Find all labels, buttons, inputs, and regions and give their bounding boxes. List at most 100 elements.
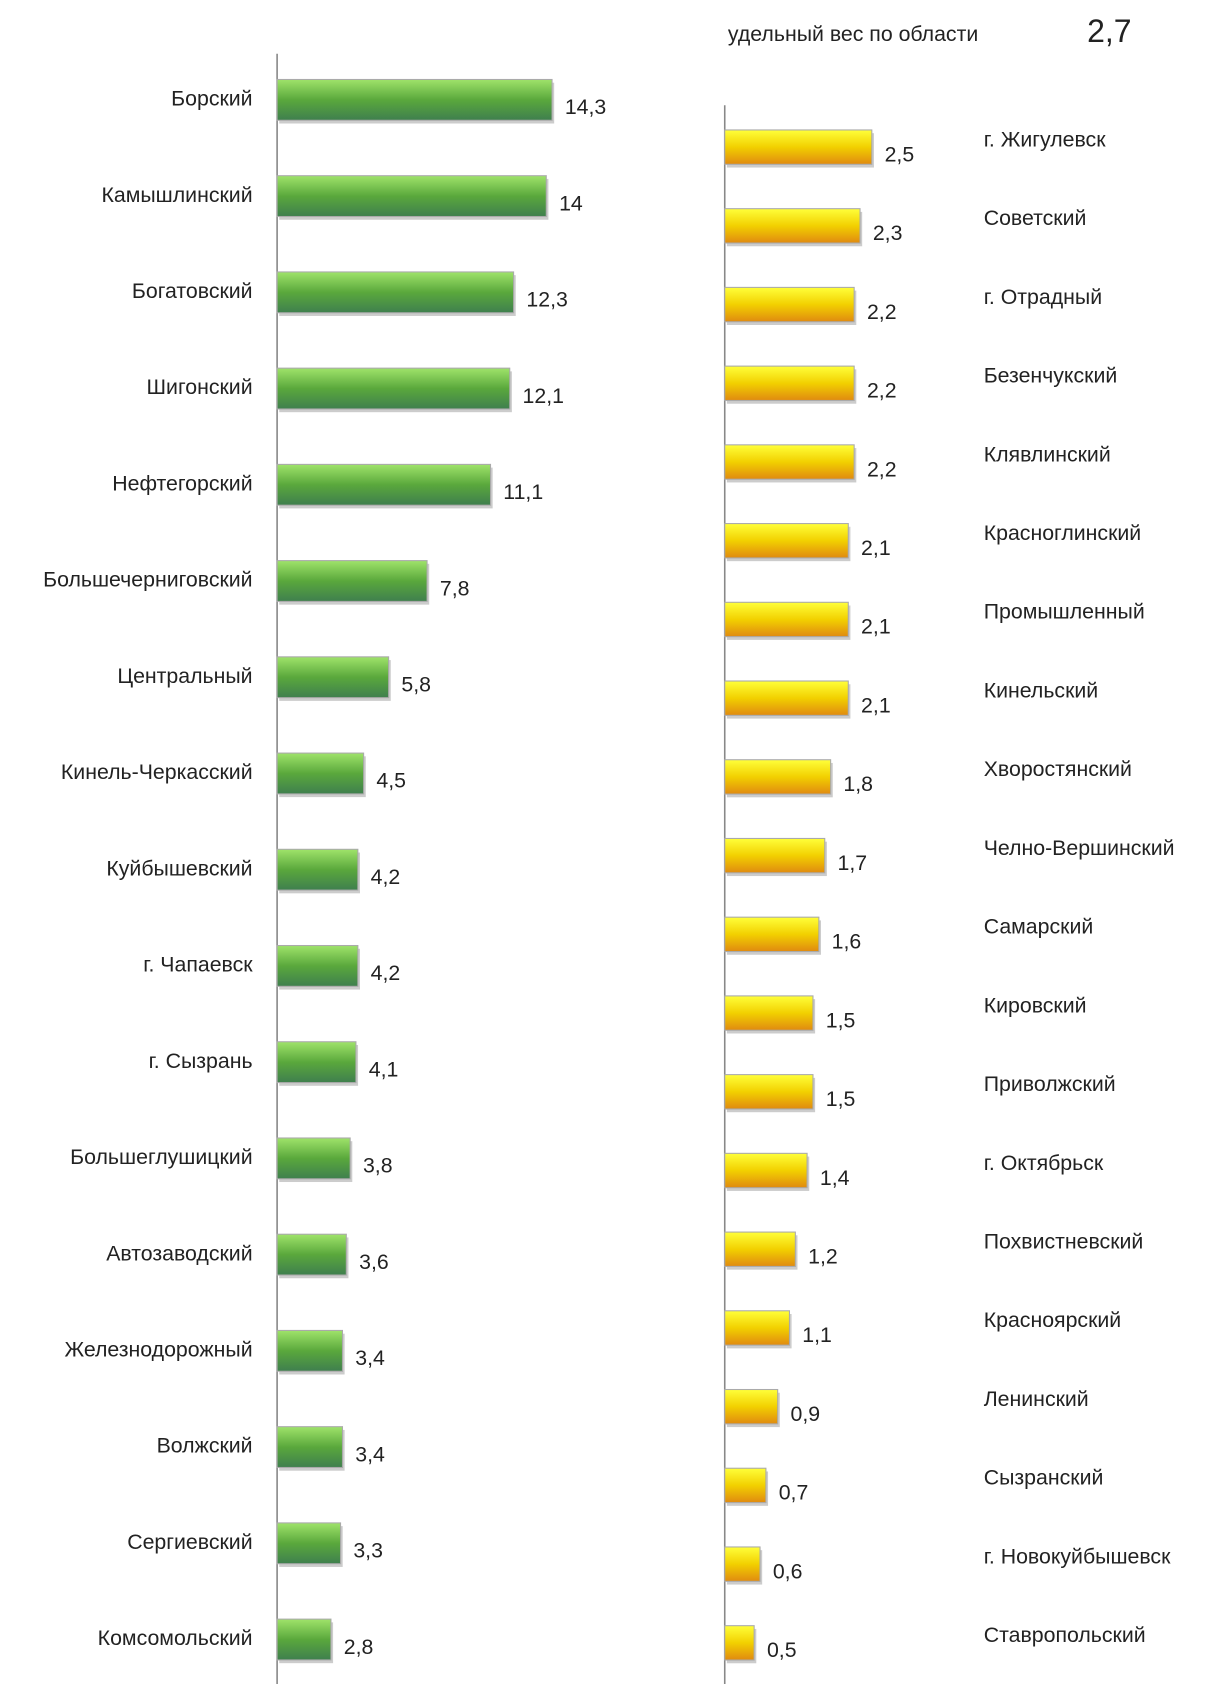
category-label: Комсомольский	[98, 1626, 253, 1650]
value-label: 4,2	[371, 865, 401, 889]
value-label: 1,8	[843, 772, 873, 796]
bar	[724, 1388, 779, 1425]
category-label: Сызранский	[984, 1466, 1104, 1490]
category-label: Промышленный	[984, 600, 1145, 624]
bar	[724, 365, 855, 402]
value-label: 1,4	[820, 1166, 850, 1190]
category-label: Большечерниговский	[43, 568, 252, 592]
category-label: Борский	[171, 86, 252, 110]
value-label: 2,1	[861, 536, 891, 560]
bar	[724, 995, 814, 1031]
value-label: 3,8	[363, 1154, 393, 1178]
value-label: 14	[559, 191, 583, 215]
category-label: Центральный	[117, 664, 252, 688]
bar	[276, 560, 428, 602]
bar	[724, 759, 832, 795]
value-label: 1,2	[808, 1244, 838, 1268]
value-label: 3,3	[353, 1539, 383, 1563]
annotation-value: 2,7	[1087, 13, 1131, 49]
bar	[276, 656, 390, 699]
bar	[724, 523, 849, 559]
category-label: Богатовский	[132, 279, 253, 303]
bar	[724, 601, 849, 638]
category-label: г. Отрадный	[984, 285, 1102, 309]
value-label: 3,6	[359, 1250, 389, 1274]
category-label: Безенчукский	[984, 363, 1118, 387]
bar	[724, 916, 820, 953]
category-label: Автозаводский	[106, 1241, 252, 1265]
value-label: 3,4	[355, 1346, 385, 1370]
value-label: 2,2	[867, 300, 897, 324]
value-label: 0,6	[773, 1559, 803, 1583]
bar	[276, 1137, 351, 1180]
bar	[276, 367, 511, 410]
value-label: 12,1	[523, 384, 564, 408]
bar	[276, 1618, 332, 1661]
annotation: удельный вес по области	[728, 22, 978, 46]
value-label: 1,5	[826, 1087, 856, 1111]
value-label: 7,8	[440, 576, 470, 600]
category-label: Камышлинский	[101, 183, 252, 207]
bar	[724, 1231, 796, 1267]
bar	[276, 1329, 344, 1372]
category-label: Кинель-Черкасский	[61, 760, 253, 784]
bar	[276, 1522, 342, 1565]
value-label: 1,6	[832, 930, 862, 954]
category-label: Волжский	[157, 1434, 253, 1458]
bar	[724, 286, 855, 323]
bar	[276, 175, 547, 218]
value-label: 2,1	[861, 615, 891, 639]
bar	[276, 848, 359, 891]
bar	[276, 1233, 347, 1276]
bar	[724, 837, 826, 874]
category-label: Похвистневский	[984, 1229, 1144, 1253]
value-label: 4,5	[376, 769, 406, 793]
category-label: Железнодорожный	[64, 1337, 252, 1361]
value-label: 2,5	[885, 142, 915, 166]
bar	[724, 1074, 814, 1110]
bar	[276, 271, 515, 314]
category-label: Ленинский	[984, 1387, 1089, 1411]
value-label: 1,1	[802, 1323, 832, 1347]
bar	[724, 1625, 755, 1661]
category-label: Приволжский	[984, 1072, 1116, 1096]
bar	[276, 944, 359, 987]
category-label: г. Чапаевск	[143, 953, 253, 977]
category-label: г. Новокуйбышевск	[984, 1544, 1171, 1568]
bar	[276, 463, 492, 506]
bar	[724, 1546, 761, 1582]
category-label: Челно-Вершинский	[984, 836, 1175, 860]
value-label: 0,9	[790, 1402, 820, 1426]
value-label: 1,5	[826, 1008, 856, 1032]
bar	[724, 444, 855, 480]
bar	[276, 1426, 344, 1469]
category-label: Красноярский	[984, 1308, 1121, 1332]
value-label: 3,4	[355, 1442, 385, 1466]
category-label: г. Октябрьск	[984, 1151, 1104, 1175]
value-label: 2,2	[867, 379, 897, 403]
value-label: 5,8	[401, 672, 431, 696]
value-label: 2,2	[867, 457, 897, 481]
bar	[724, 1467, 767, 1504]
value-label: 12,3	[526, 288, 567, 312]
value-label: 2,1	[861, 693, 891, 717]
category-label: Шигонский	[147, 375, 253, 399]
value-label: 0,7	[779, 1481, 809, 1505]
category-label: Хворостянский	[984, 757, 1132, 781]
category-label: Советский	[984, 206, 1087, 230]
bar	[724, 680, 849, 716]
category-label: Куйбышевский	[106, 856, 252, 880]
category-label: Большеглушицкий	[70, 1145, 252, 1169]
value-label: 14,3	[565, 95, 606, 119]
bar	[276, 78, 553, 121]
bar	[724, 1152, 808, 1189]
category-label: г. Жигулевск	[984, 127, 1106, 151]
value-label: 4,2	[371, 961, 401, 985]
value-label: 0,5	[767, 1638, 797, 1662]
category-label: Кинельский	[984, 678, 1098, 702]
bar	[724, 1310, 790, 1346]
value-label: 11,1	[503, 480, 543, 504]
bar	[276, 1041, 357, 1084]
value-label: 2,3	[873, 221, 903, 245]
